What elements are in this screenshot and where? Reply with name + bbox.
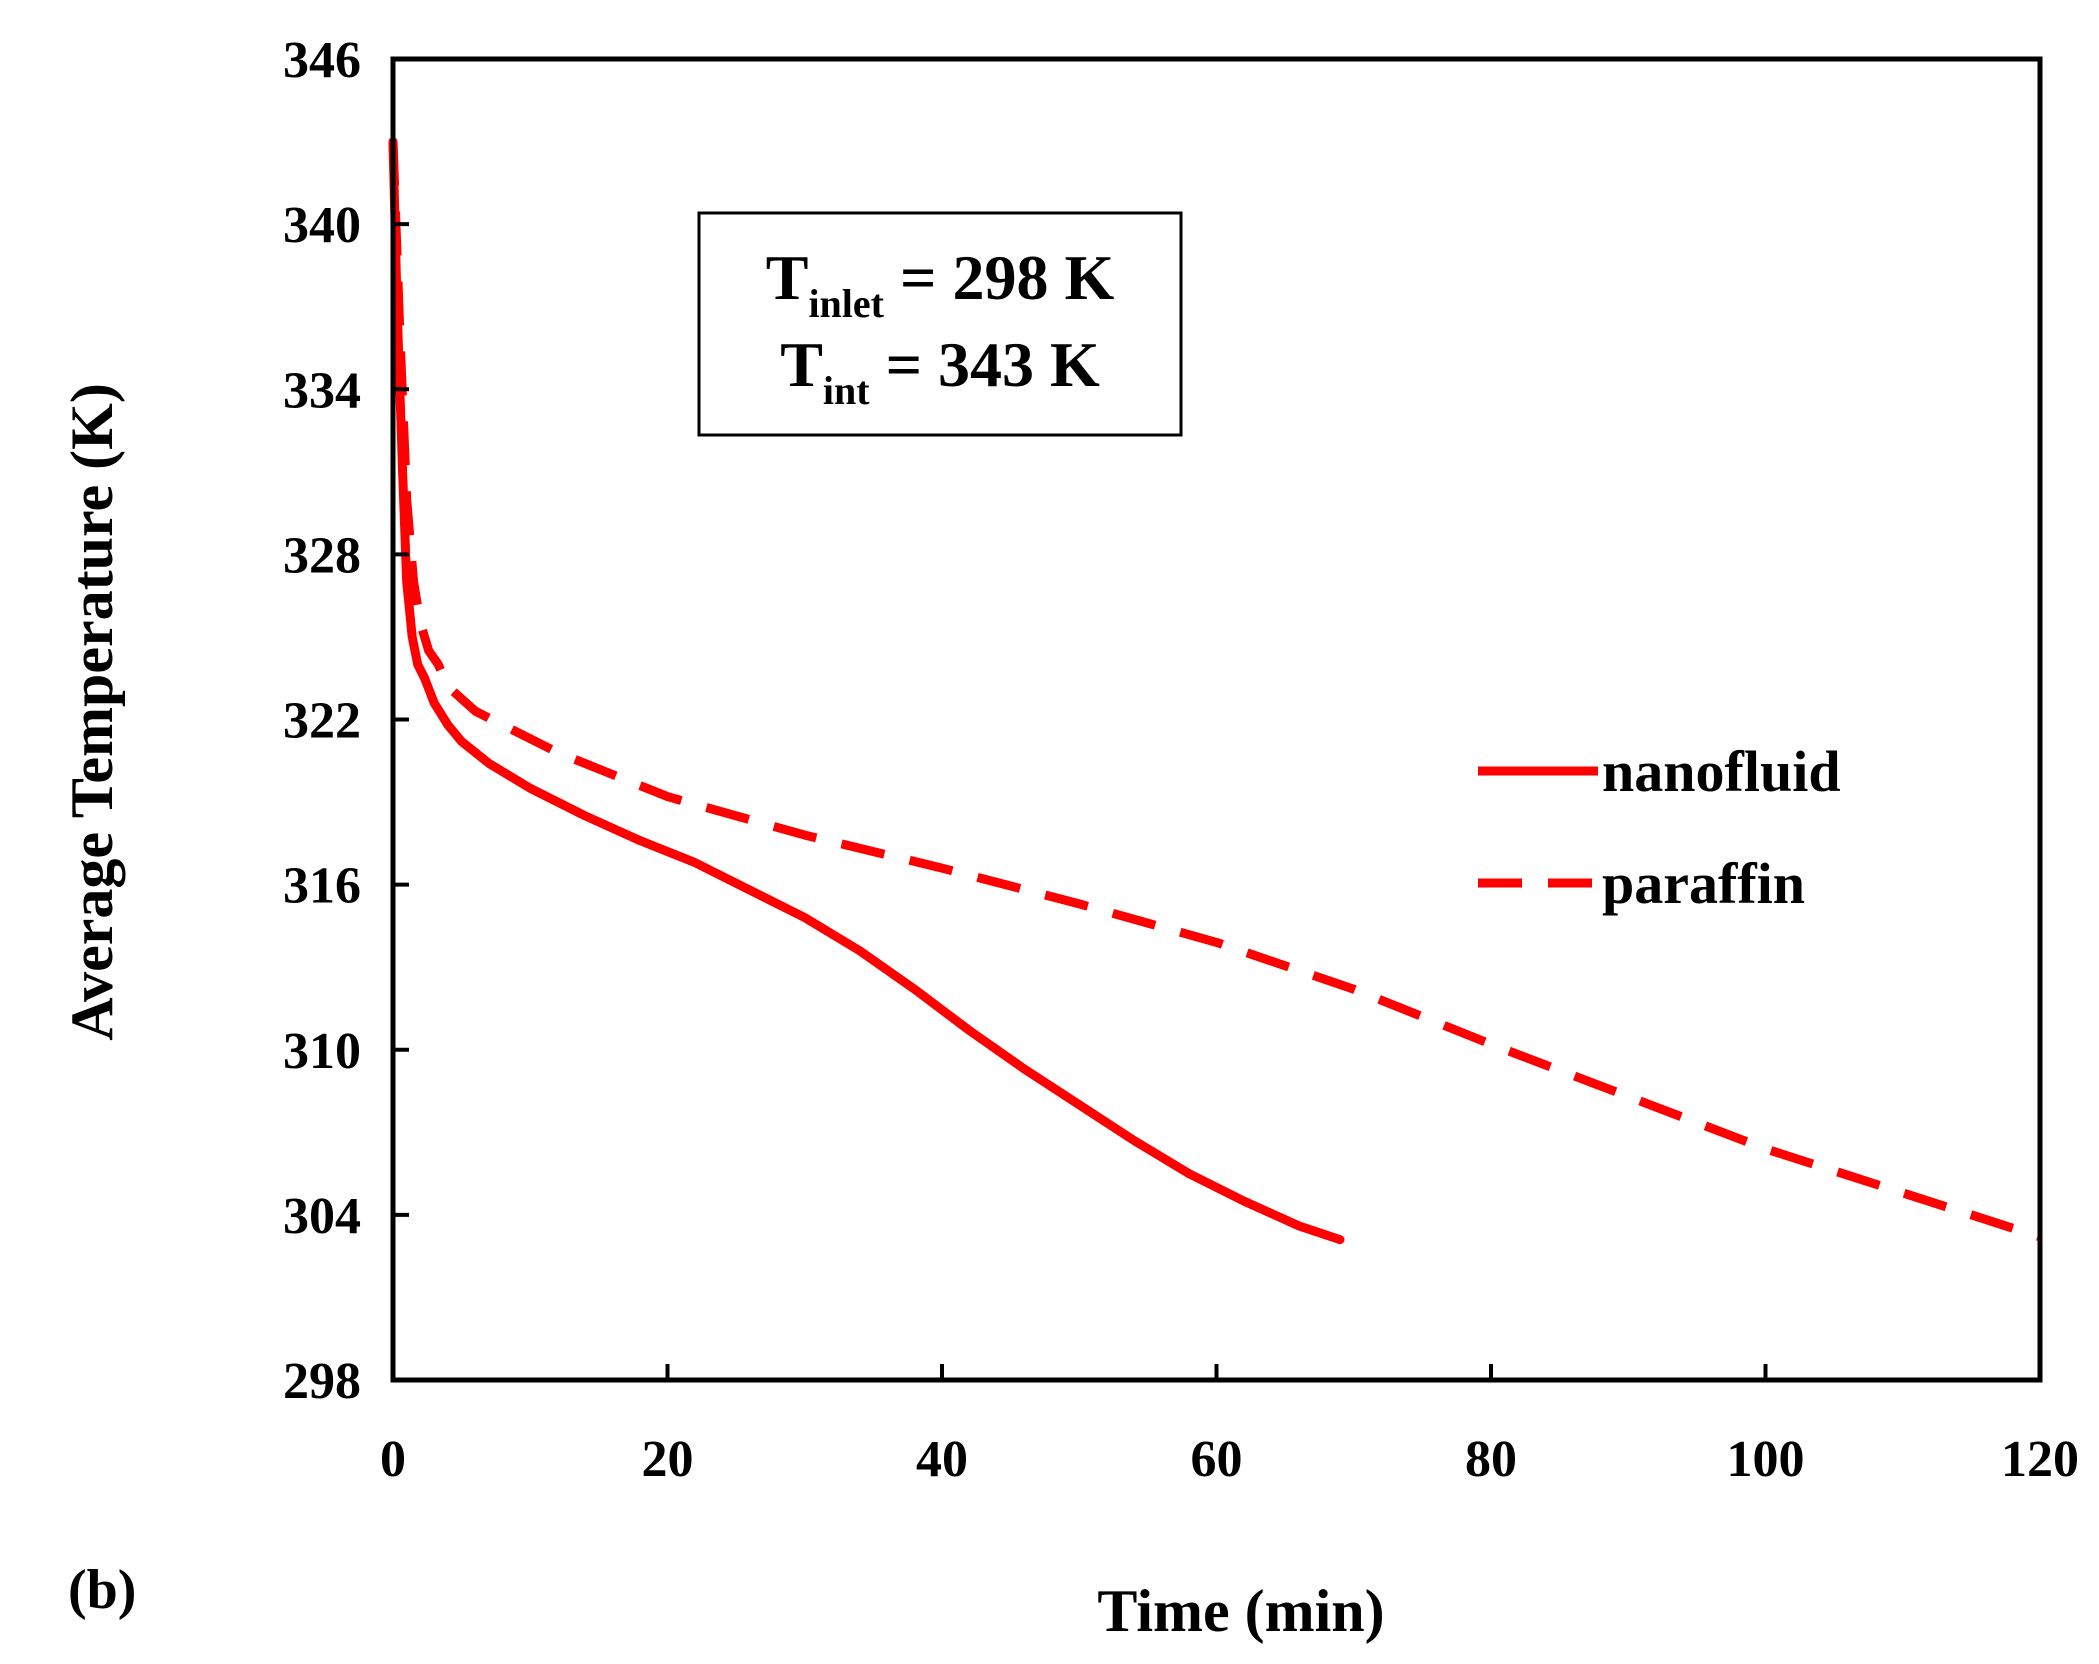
y-tick-label: 298 [283, 1353, 361, 1410]
x-axis-title: Time (min) [1097, 1578, 1384, 1644]
panel-label: (b) [68, 1559, 136, 1621]
annotation-inlet-symbol: T [766, 242, 809, 313]
y-tick-label: 340 [283, 197, 361, 254]
y-tick-label: 310 [283, 1023, 361, 1080]
annotation-int-symbol: T [780, 329, 823, 400]
annotation-inlet-value: = 298 K [884, 242, 1114, 313]
x-tick-label: 20 [642, 1431, 694, 1488]
y-tick-label: 304 [283, 1188, 361, 1245]
x-tick-label: 0 [380, 1431, 406, 1488]
y-tick-label: 346 [283, 32, 361, 89]
annotation-box [697, 211, 1183, 437]
y-tick-label: 322 [283, 693, 361, 750]
annotation-line-inlet: Tinlet = 298 K [766, 242, 1115, 326]
series-line-nanofluid [388, 137, 1345, 1245]
series-layer [388, 137, 2042, 1245]
annotation-int-subscript: int [823, 368, 870, 413]
annotation-inlet-subscript: inlet [808, 281, 884, 326]
legend-label-nanofluid: nanofluid [1602, 739, 1841, 804]
conditions-annotation: Tinlet = 298 K Tint = 343 K [697, 211, 1183, 437]
y-tick-label: 328 [283, 527, 361, 584]
series-line-paraffin [388, 141, 2042, 1242]
x-tick-label: 80 [1465, 1431, 1517, 1488]
y-tick-label: 334 [283, 362, 361, 419]
y-tick-label: 316 [283, 858, 361, 915]
tick-layer: 0 20 40 60 80 100 120 298 304 310 316 322 328 334 340 3… [283, 32, 2079, 1488]
plot-area-frame [390, 56, 2043, 1383]
x-tick-label: 40 [916, 1431, 968, 1488]
x-tick-label: 120 [2001, 1431, 2079, 1488]
legend-label-paraffin: paraffin [1602, 851, 1805, 916]
x-tick-label: 60 [1191, 1431, 1243, 1488]
annotation-line-initial: Tint = 343 K [780, 329, 1100, 413]
annotation-int-value: = 343 K [870, 329, 1100, 400]
legend: nanofluid paraffin [1478, 739, 1841, 916]
x-tick-label: 100 [1727, 1431, 1805, 1488]
y-axis-title: Average Temperature (K) [59, 383, 125, 1041]
